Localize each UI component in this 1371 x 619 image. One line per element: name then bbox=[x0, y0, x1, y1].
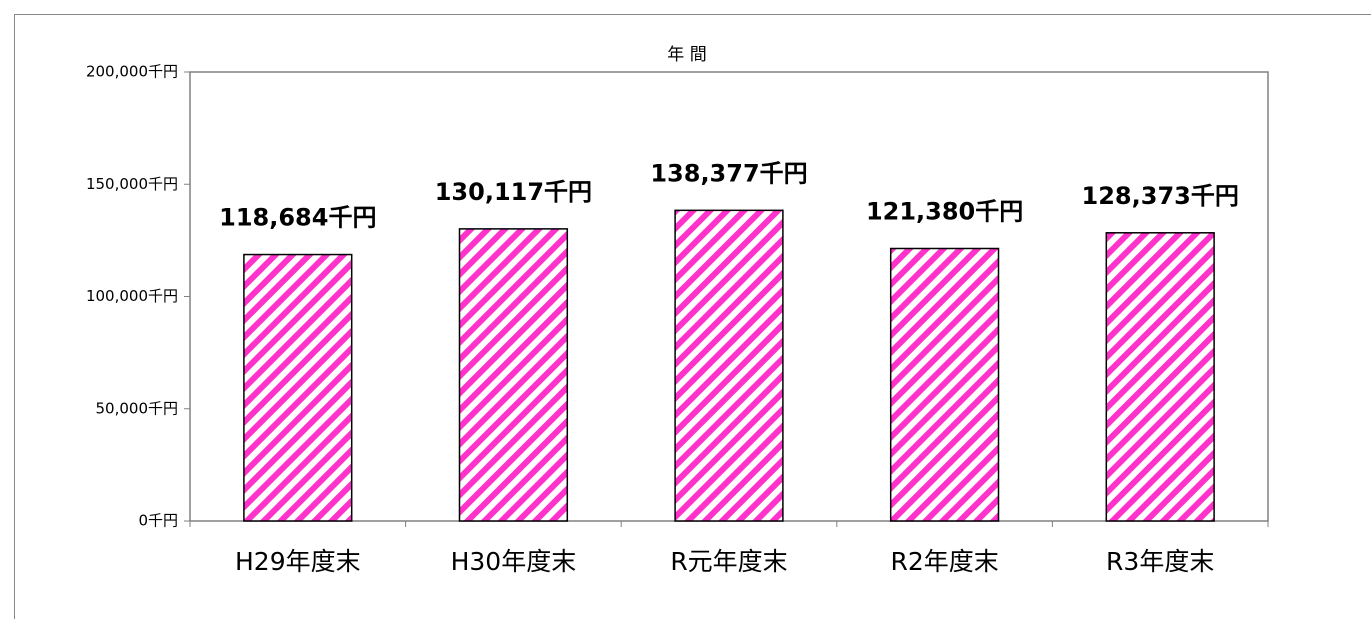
bar bbox=[1105, 232, 1215, 522]
y-tick-label: 0千円 bbox=[138, 512, 178, 530]
x-tick-label: R2年度末 bbox=[890, 547, 998, 576]
y-tick-label: 200,000千円 bbox=[86, 63, 178, 81]
bar bbox=[458, 228, 569, 522]
chart-title: 年 間 bbox=[667, 45, 706, 65]
bar bbox=[243, 253, 353, 522]
bar bbox=[674, 209, 784, 522]
bar bbox=[889, 247, 1000, 522]
x-tick-label: R3年度末 bbox=[1106, 547, 1214, 576]
y-tick-label: 100,000千円 bbox=[86, 287, 178, 305]
value-label: 128,373千円 bbox=[1082, 182, 1239, 210]
value-label: 138,377千円 bbox=[650, 159, 807, 187]
x-tick-label: H30年度末 bbox=[451, 547, 577, 576]
frame bbox=[14, 14, 1371, 619]
x-tick-label: H29年度末 bbox=[235, 547, 361, 576]
value-label: 121,380千円 bbox=[866, 198, 1023, 226]
value-label: 130,117千円 bbox=[435, 178, 592, 206]
y-tick-label: 150,000千円 bbox=[86, 175, 178, 193]
y-tick-label: 50,000千円 bbox=[96, 399, 179, 417]
x-tick-label: R元年度末 bbox=[670, 547, 787, 576]
value-label: 118,684千円 bbox=[219, 204, 376, 232]
